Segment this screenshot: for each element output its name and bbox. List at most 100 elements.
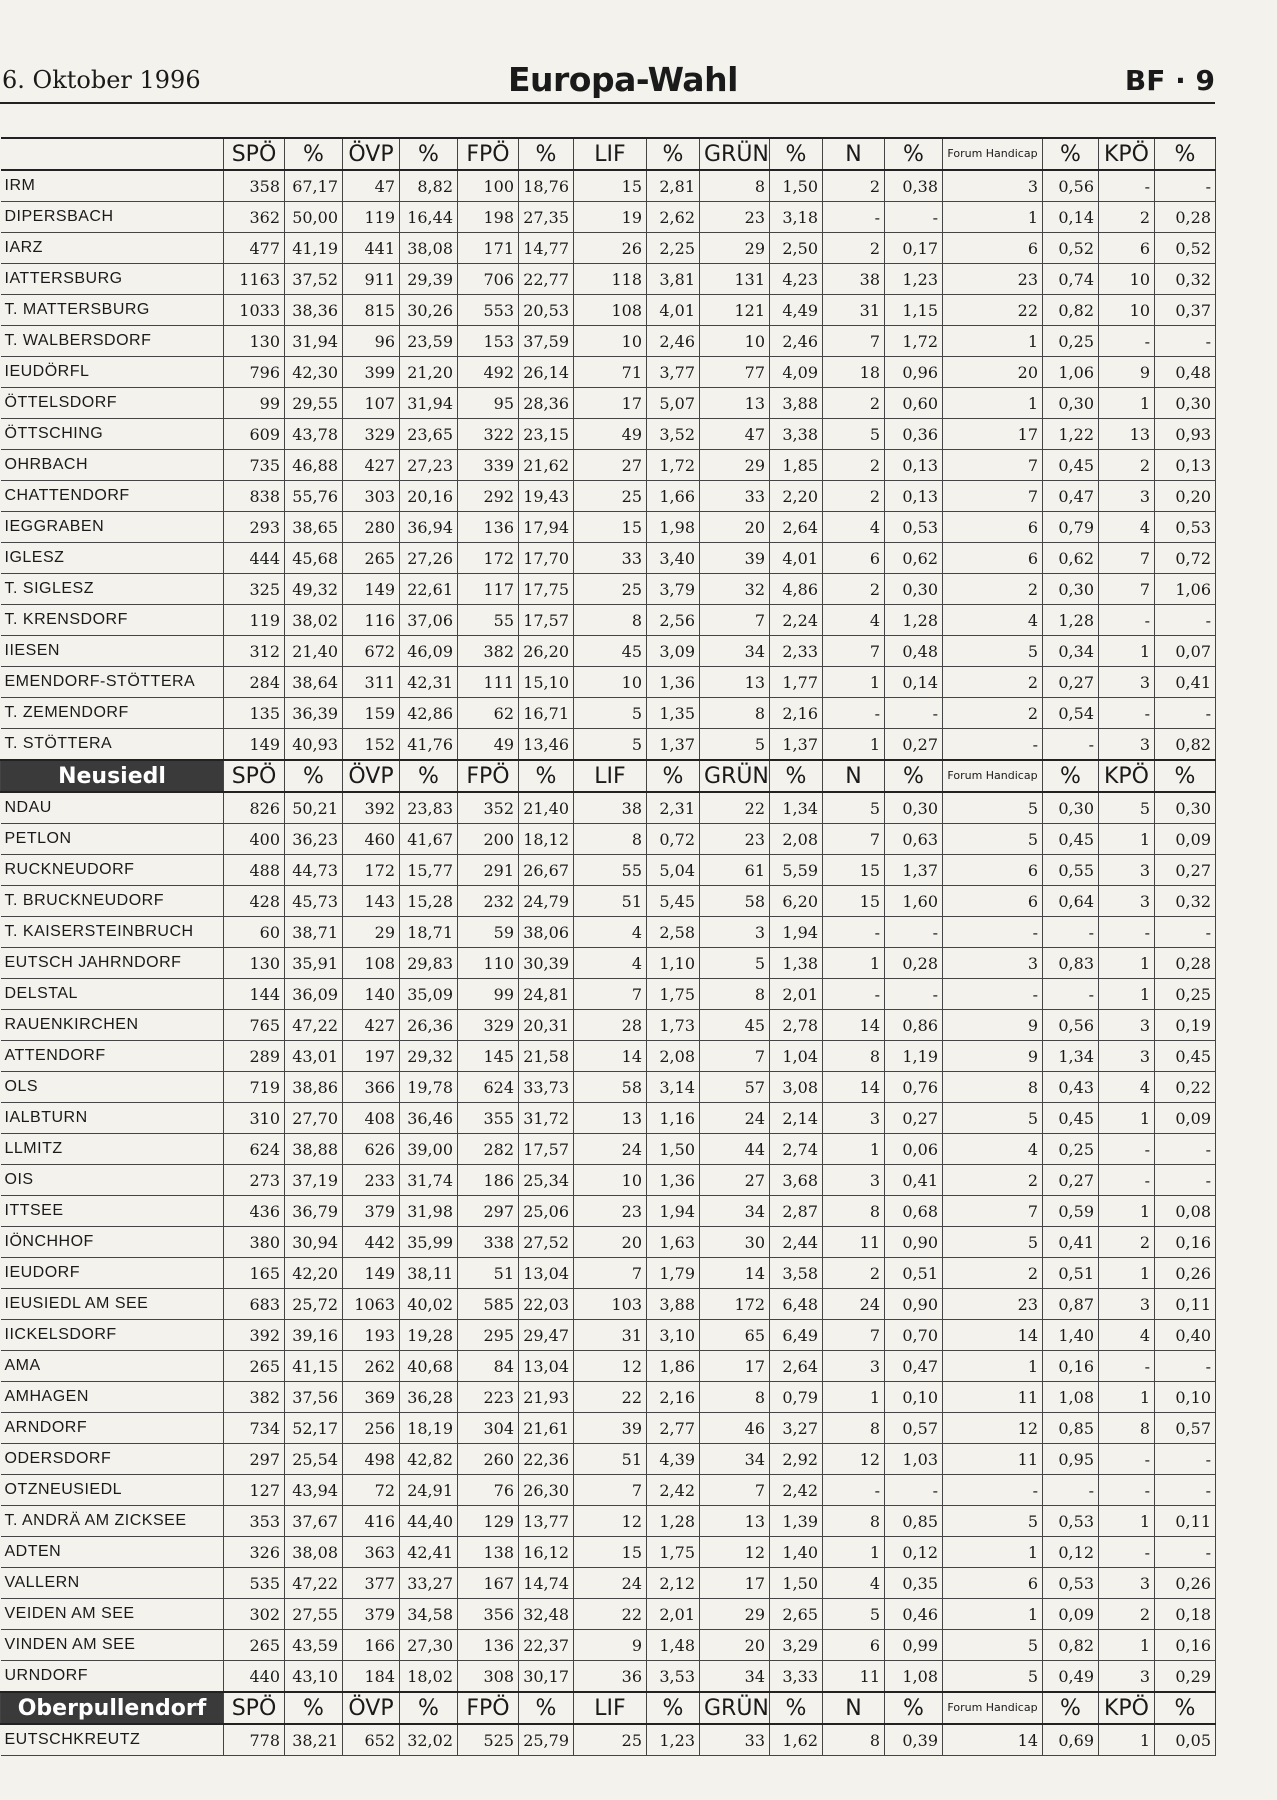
cell-n-pct: 0,57 xyxy=(884,1412,943,1444)
cell-gruene: 13 xyxy=(699,387,770,419)
cell-kpoe: 3 xyxy=(1098,480,1155,512)
cell-oevp: 815 xyxy=(342,294,400,326)
cell-oevp-pct: 38,08 xyxy=(399,232,458,264)
cell-gruene: 20 xyxy=(699,1629,770,1661)
cell-oevp-pct: 35,09 xyxy=(399,978,458,1010)
cell-forum-handicap: 5 xyxy=(942,1102,1043,1134)
municipality-name: EUTSCH JAHRNDORF xyxy=(0,947,224,979)
cell-gruene: 172 xyxy=(699,1288,770,1320)
cell-spoe: 683 xyxy=(223,1288,285,1320)
cell-oevp-pct: 41,76 xyxy=(399,728,458,761)
cell-oevp: 47 xyxy=(342,169,400,202)
cell-lif: 4 xyxy=(573,947,647,979)
cell-spoe-pct: 38,08 xyxy=(284,1536,343,1568)
cell-spoe-pct: 37,52 xyxy=(284,263,343,295)
cell-gruene-pct: 1,34 xyxy=(769,791,823,824)
cell-fpoe-pct: 27,35 xyxy=(518,201,574,233)
cell-lif-pct: 1,28 xyxy=(646,1505,700,1537)
cell-fpoe-pct: 18,76 xyxy=(518,169,574,202)
cell-n-pct: 0,90 xyxy=(884,1226,943,1258)
cell-forum-handicap-pct: 0,85 xyxy=(1042,1412,1099,1444)
cell-fpoe: 585 xyxy=(457,1288,519,1320)
cell-oevp: 369 xyxy=(342,1381,400,1413)
cell-n: 18 xyxy=(822,356,885,388)
cell-forum-handicap-pct: 0,83 xyxy=(1042,947,1099,979)
cell-oevp: 460 xyxy=(342,823,400,855)
cell-kpoe-pct: - xyxy=(1154,1350,1216,1382)
cell-fpoe: 138 xyxy=(457,1536,519,1568)
column-header-n: N xyxy=(822,1691,885,1725)
cell-spoe: 444 xyxy=(223,542,285,574)
cell-oevp: 408 xyxy=(342,1102,400,1134)
cell-n-pct: 0,30 xyxy=(884,791,943,824)
table-row: IEUSIEDL AM SEE 683 25,72 1063 40,02 585 22,03… xyxy=(0,1288,1216,1320)
cell-spoe: 130 xyxy=(223,947,285,979)
table-row: LLMITZ 624 38,88 626 39,00 282 17,57 24 1,50 44 2,… xyxy=(0,1133,1216,1165)
cell-oevp: 107 xyxy=(342,387,400,419)
cell-spoe: 624 xyxy=(223,1133,285,1165)
cell-oevp: 119 xyxy=(342,201,400,233)
cell-gruene: 47 xyxy=(699,418,770,450)
table-row: ÖTTELSDORF 99 29,55 107 31,94 95 28,36 17 5,07 13… xyxy=(0,387,1216,419)
cell-fpoe: 706 xyxy=(457,263,519,295)
cell-n-pct: - xyxy=(884,916,943,948)
cell-gruene: 65 xyxy=(699,1319,770,1351)
column-header-fpoe-pct: % xyxy=(518,1691,574,1725)
cell-oevp-pct: 19,28 xyxy=(399,1319,458,1351)
cell-n: 7 xyxy=(822,823,885,855)
table-row: OIS 273 37,19 233 31,74 186 25,34 10 1,36 27 3,68 3… xyxy=(0,1164,1216,1196)
column-header-lif: LIF xyxy=(573,759,647,793)
cell-gruene-pct: 1,77 xyxy=(769,666,823,698)
cell-lif: 15 xyxy=(573,511,647,543)
cell-gruene-pct: 2,33 xyxy=(769,635,823,667)
column-header-fpoe: FPÖ xyxy=(457,759,519,793)
cell-kpoe-pct: - xyxy=(1154,1474,1216,1506)
cell-n: 2 xyxy=(822,480,885,512)
cell-kpoe-pct: 0,26 xyxy=(1154,1567,1216,1599)
cell-oevp: 262 xyxy=(342,1350,400,1382)
cell-fpoe: 111 xyxy=(457,666,519,698)
cell-lif-pct: 1,98 xyxy=(646,511,700,543)
cell-fpoe-pct: 37,59 xyxy=(518,325,574,357)
cell-gruene: 24 xyxy=(699,1102,770,1134)
column-header-n-pct: % xyxy=(884,1691,943,1725)
cell-kpoe-pct: 0,22 xyxy=(1154,1071,1216,1103)
cell-n-pct: 0,62 xyxy=(884,542,943,574)
cell-forum-handicap: 1 xyxy=(942,1598,1043,1630)
cell-oevp-pct: 36,94 xyxy=(399,511,458,543)
cell-forum-handicap-pct: - xyxy=(1042,1474,1099,1506)
cell-oevp: 143 xyxy=(342,885,400,917)
table-row: T. WALBERSDORF 130 31,94 96 23,59 153 37,59 10 2… xyxy=(0,325,1216,357)
municipality-name: IÖNCHHOF xyxy=(0,1226,224,1258)
cell-forum-handicap: 6 xyxy=(942,1567,1043,1599)
cell-kpoe: - xyxy=(1098,697,1155,729)
cell-fpoe: 110 xyxy=(457,947,519,979)
cell-gruene-pct: 6,48 xyxy=(769,1288,823,1320)
cell-spoe-pct: 30,94 xyxy=(284,1226,343,1258)
cell-forum-handicap: 2 xyxy=(942,697,1043,729)
cell-n-pct: 0,28 xyxy=(884,947,943,979)
table-row: DELSTAL 144 36,09 140 35,09 99 24,81 7 1,75 8 2,01… xyxy=(0,978,1216,1010)
cell-gruene-pct: 1,94 xyxy=(769,916,823,948)
cell-n: 3 xyxy=(822,1164,885,1196)
cell-kpoe: 3 xyxy=(1098,728,1155,761)
cell-lif: 58 xyxy=(573,1071,647,1103)
column-header-oevp-pct: % xyxy=(399,137,458,171)
cell-gruene: 7 xyxy=(699,1474,770,1506)
cell-kpoe-pct: - xyxy=(1154,604,1216,636)
municipality-name: OHRBACH xyxy=(0,449,224,481)
cell-gruene: 27 xyxy=(699,1164,770,1196)
cell-lif: 51 xyxy=(573,885,647,917)
cell-spoe: 362 xyxy=(223,201,285,233)
cell-kpoe: 8 xyxy=(1098,1412,1155,1444)
cell-lif: 26 xyxy=(573,232,647,264)
cell-forum-handicap: 5 xyxy=(942,1226,1043,1258)
cell-oevp-pct: 15,28 xyxy=(399,885,458,917)
cell-oevp: 442 xyxy=(342,1226,400,1258)
cell-lif-pct: 4,39 xyxy=(646,1443,700,1475)
cell-gruene: 14 xyxy=(699,1257,770,1289)
cell-lif: 25 xyxy=(573,1723,647,1756)
cell-n-pct: 0,68 xyxy=(884,1195,943,1227)
cell-kpoe: 1 xyxy=(1098,1629,1155,1661)
cell-n: 7 xyxy=(822,635,885,667)
